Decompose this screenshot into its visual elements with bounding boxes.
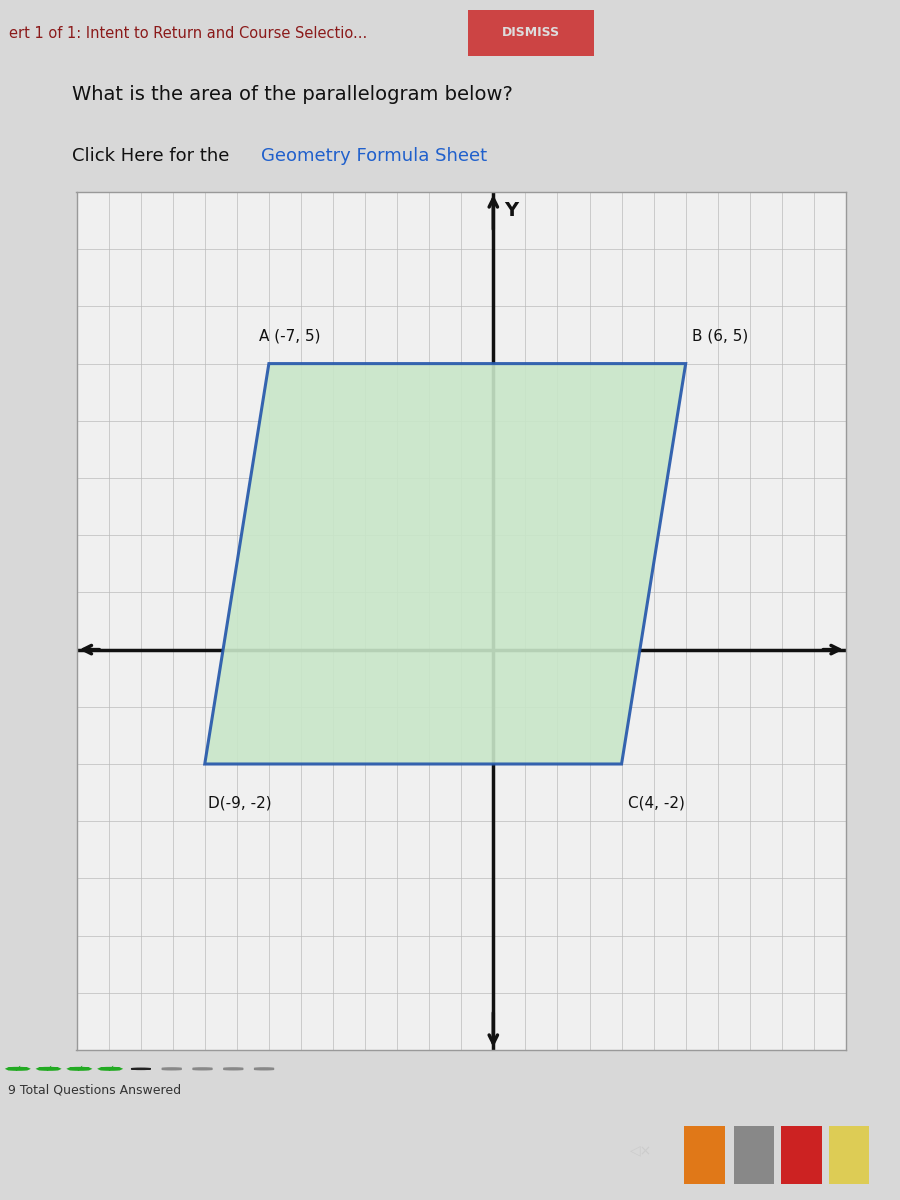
FancyBboxPatch shape: [734, 1126, 774, 1183]
FancyBboxPatch shape: [829, 1126, 869, 1183]
Text: Y: Y: [505, 200, 518, 220]
Text: D(-9, -2): D(-9, -2): [208, 796, 272, 810]
Text: B (6, 5): B (6, 5): [692, 329, 748, 343]
FancyBboxPatch shape: [781, 1126, 822, 1183]
FancyBboxPatch shape: [468, 10, 594, 56]
FancyBboxPatch shape: [684, 1126, 724, 1183]
Text: Click Here for the: Click Here for the: [72, 146, 235, 164]
Text: DISMISS: DISMISS: [502, 26, 560, 40]
Text: What is the area of the parallelogram below?: What is the area of the parallelogram be…: [72, 85, 513, 104]
Text: Geometry Formula Sheet: Geometry Formula Sheet: [261, 146, 487, 164]
Text: A (-7, 5): A (-7, 5): [259, 329, 320, 343]
Text: ✓: ✓: [14, 1064, 22, 1074]
Text: ert 1 of 1: Intent to Return and Course Selectio...: ert 1 of 1: Intent to Return and Course …: [9, 25, 367, 41]
Circle shape: [131, 1068, 150, 1069]
Text: ✓: ✓: [106, 1064, 114, 1074]
Text: ✓: ✓: [44, 1064, 53, 1074]
Polygon shape: [204, 364, 686, 764]
Text: C(4, -2): C(4, -2): [628, 796, 685, 810]
Text: ✓: ✓: [76, 1064, 84, 1074]
Text: ◁×: ◁×: [630, 1144, 652, 1158]
Text: 9 Total Questions Answered: 9 Total Questions Answered: [8, 1084, 181, 1097]
